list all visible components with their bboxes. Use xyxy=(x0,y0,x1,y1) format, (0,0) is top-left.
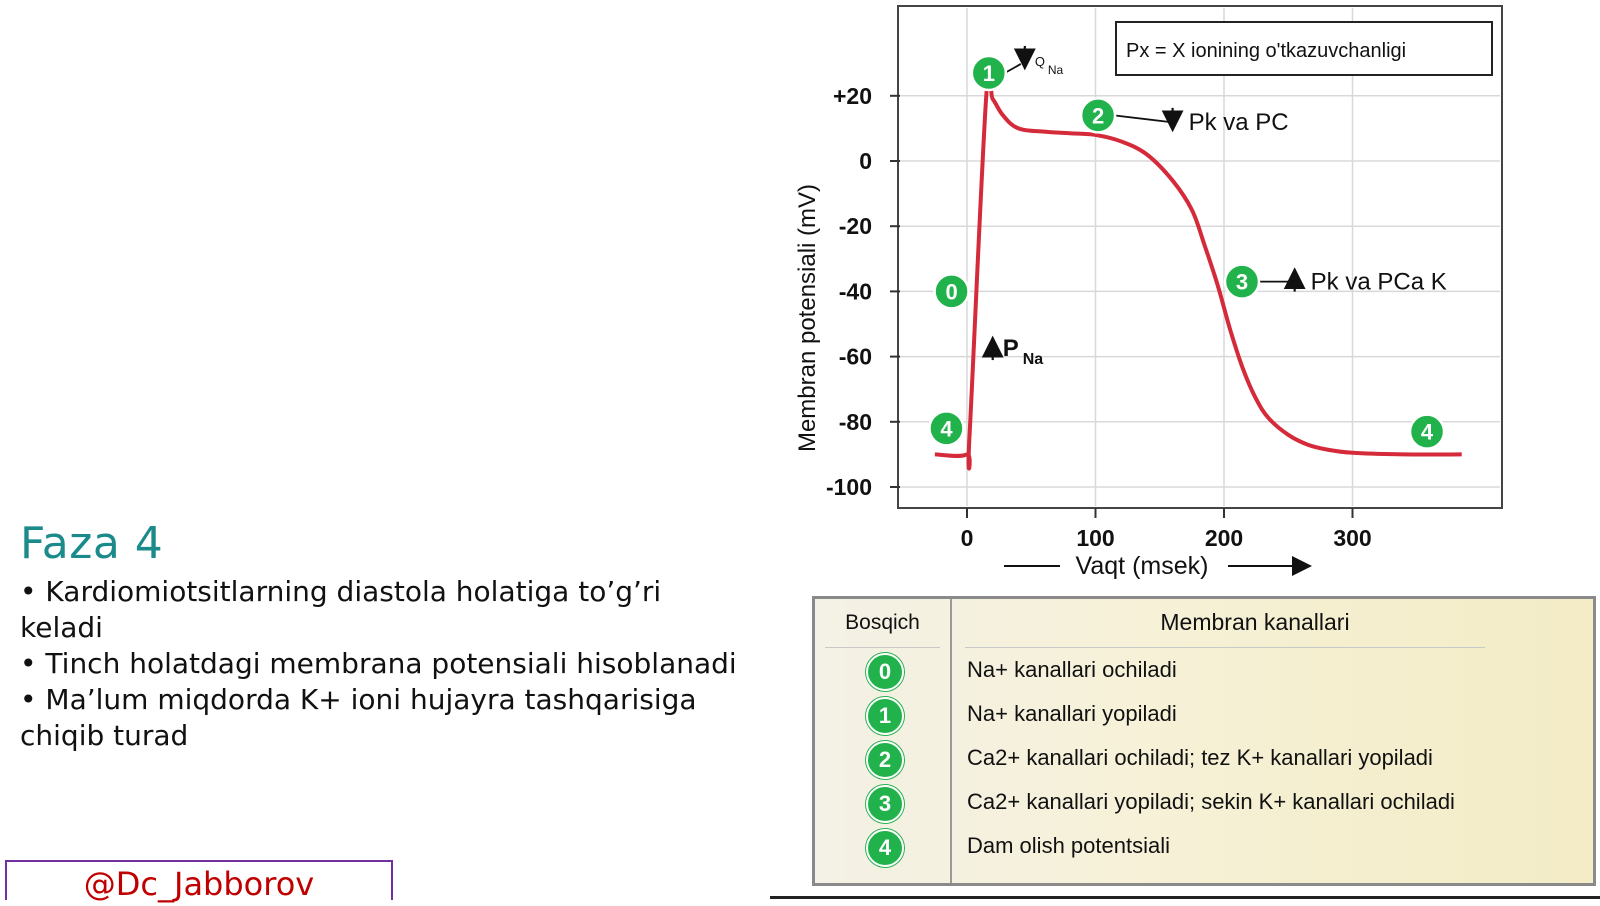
phase-marker: 3 xyxy=(1223,263,1261,300)
phase-badge: 1 xyxy=(866,697,904,735)
phase-marker: 2 xyxy=(1079,97,1117,134)
table-header-channels: Membran kanallari xyxy=(1160,609,1350,635)
x-tick-label: 0 xyxy=(961,525,974,551)
table-column-separator xyxy=(950,599,952,883)
bullet-list: • Kardiomiotsitlarning diastola holatiga… xyxy=(20,574,740,754)
y-tick-label: -60 xyxy=(839,344,872,370)
phase-marker-circle xyxy=(1408,413,1446,450)
y-axis-label: Membran potensiali (mV) xyxy=(794,184,821,452)
phase-marker: 1 xyxy=(970,54,1008,92)
phase-table: Bosqich Membran kanallari 0 Na+ kanallar… xyxy=(812,596,1596,886)
bottom-rule xyxy=(770,896,1600,899)
phase-marker: 0 xyxy=(933,273,970,310)
phase-marker-label: 1 xyxy=(983,61,995,86)
x-tick-label: 100 xyxy=(1076,525,1114,551)
table-row: 0 Na+ kanallari ochiladi xyxy=(815,651,1595,695)
x-tick-label: 200 xyxy=(1205,525,1243,551)
table-row: 4 Dam olish potentsiali xyxy=(815,827,1595,871)
phase-marker-label: 4 xyxy=(940,416,953,441)
table-header-rule xyxy=(825,647,940,648)
annotation-2: Pk va PCa K xyxy=(1283,267,1447,296)
annotation-text: Pk va PC xyxy=(1189,109,1289,136)
author-handle: @Dc_Jabborov xyxy=(83,865,315,903)
slide-title: Faza 4 xyxy=(20,518,164,569)
annotation-text: Q xyxy=(1035,54,1045,69)
bullet-item: • Ma’lum miqdorda K+ ioni hujayra tashqa… xyxy=(20,683,697,752)
x-axis-label: Vaqt (msek) xyxy=(1076,552,1209,580)
phase-badge: 2 xyxy=(866,741,904,779)
action-potential-chart: +20 0 -20 -40 -60 -80 -100 0 100 200 300 Membran … xyxy=(794,5,1503,580)
channel-description: Dam olish potentsiali xyxy=(967,833,1170,858)
phase-badge: 4 xyxy=(866,829,904,867)
phase-marker-label: 0 xyxy=(945,279,957,304)
phase-marker: 4 xyxy=(928,410,965,447)
legend-text: Px = X ionining o'tkazuvchanligi xyxy=(1126,40,1406,62)
phase-badge: 0 xyxy=(866,653,904,691)
connector-line xyxy=(1113,114,1169,123)
annotation-0: QNa xyxy=(1013,45,1064,77)
phase-marker-label: 3 xyxy=(1236,270,1248,295)
phase-marker-circle xyxy=(970,54,1008,92)
bullet-item: • Kardiomiotsitlarning diastola holatiga… xyxy=(20,575,662,644)
y-tick-label: -100 xyxy=(826,474,872,500)
phase-badge: 3 xyxy=(866,785,904,823)
phase-marker-circle xyxy=(933,273,970,310)
table-row: 2 Ca2+ kanallari ochiladi; tez K+ kanall… xyxy=(815,739,1595,783)
y-tick-label: -20 xyxy=(839,213,872,239)
phase-marker-label: 4 xyxy=(1421,420,1434,445)
y-axis-ticks: +20 0 -20 -40 -60 -80 -100 xyxy=(826,83,900,500)
phase-marker-circle xyxy=(1223,263,1261,300)
x-axis-label-group: Vaqt (msek) xyxy=(1004,552,1312,580)
y-tick-label: -40 xyxy=(839,278,872,304)
channel-description: Ca2+ kanallari yopiladi; sekin K+ kanall… xyxy=(967,789,1455,814)
table-header-phase: Bosqich xyxy=(845,611,920,634)
phase-marker-label: 2 xyxy=(1092,103,1104,128)
annotation-1: Pk va PC xyxy=(1161,107,1289,136)
grid xyxy=(900,8,1500,506)
annotation-text: Pk va PCa K xyxy=(1311,269,1447,296)
author-handle-box: @Dc_Jabborov xyxy=(5,860,393,903)
phase-marker-circle xyxy=(928,410,965,447)
membrane-potential-line xyxy=(934,67,1462,471)
channel-description: Ca2+ kanallari ochiladi; tez K+ kanallar… xyxy=(967,745,1433,770)
phase-marker: 4 xyxy=(1408,413,1446,450)
y-tick-label: -80 xyxy=(839,409,872,435)
phase-markers: 0 1 2 3 4 4 xyxy=(928,54,1446,450)
annotation-subscript: Na xyxy=(1048,63,1064,77)
x-axis-ticks: 0 100 200 300 xyxy=(961,508,1372,551)
phase-marker-circle xyxy=(1079,97,1117,134)
plot-frame xyxy=(897,5,1503,509)
table-row: 1 Na+ kanallari yopiladi xyxy=(815,695,1595,739)
annotation-3: P Na xyxy=(981,335,1044,368)
x-tick-label: 300 xyxy=(1333,525,1371,551)
bullet-item: • Tinch holatdagi membrana potensiali hi… xyxy=(20,647,737,680)
channel-description: Na+ kanallari yopiladi xyxy=(967,701,1177,726)
legend-box: Px = X ionining o'tkazuvchanligi xyxy=(1115,21,1493,76)
table-header-rule xyxy=(965,647,1485,648)
slide-text-panel: Faza 4 • Kardiomiotsitlarning diastola h… xyxy=(0,0,760,903)
y-tick-label: +20 xyxy=(833,83,872,109)
channel-description: Na+ kanallari ochiladi xyxy=(967,657,1177,682)
connector-line xyxy=(1004,63,1022,74)
table-row: 3 Ca2+ kanallari yopiladi; sekin K+ kana… xyxy=(815,783,1595,827)
annotation-subscript: Na xyxy=(1023,351,1044,368)
y-tick-label: 0 xyxy=(859,148,872,174)
annotation-text: P xyxy=(1003,335,1019,362)
